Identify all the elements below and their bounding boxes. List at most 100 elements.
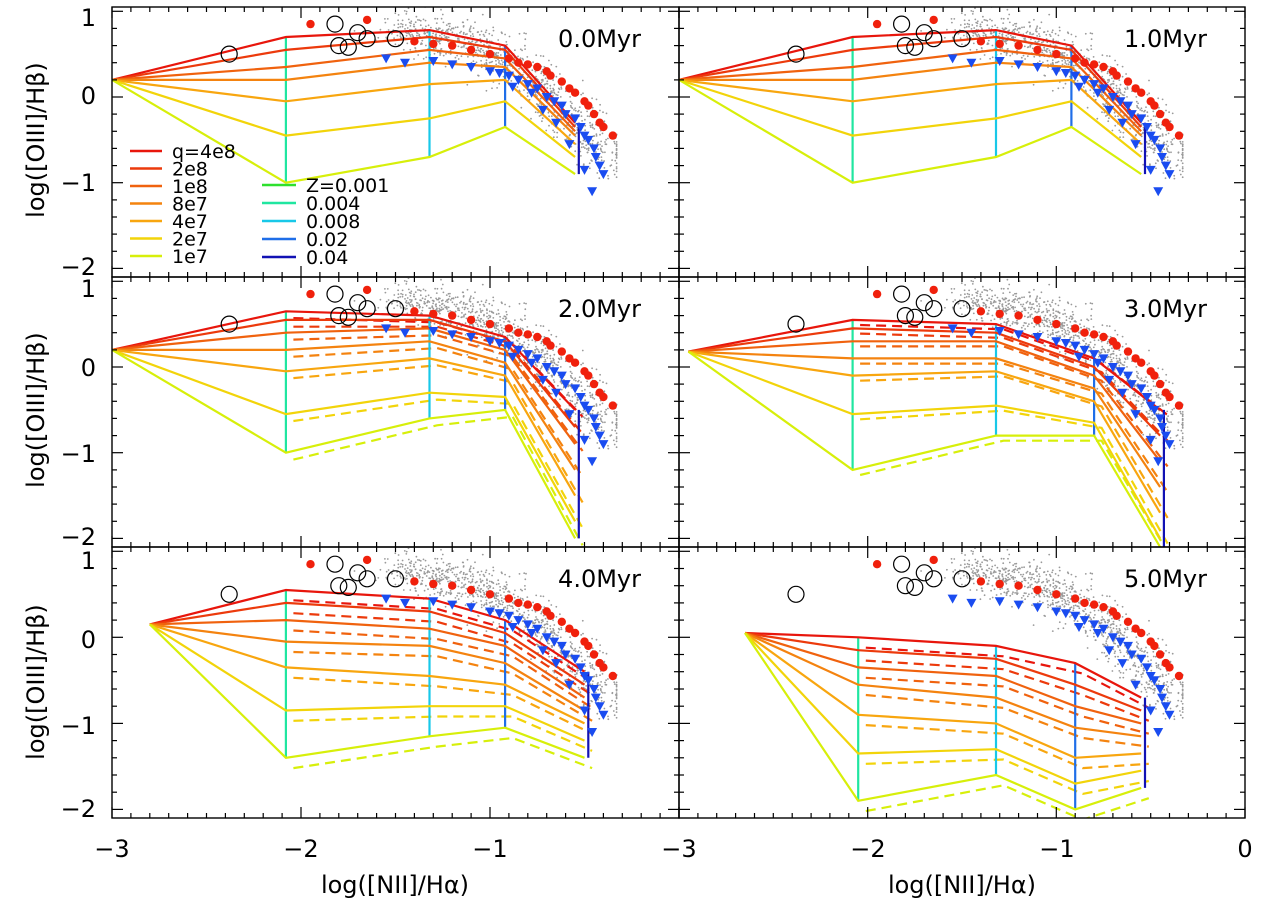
cloud-point <box>1181 162 1184 165</box>
cloud-point <box>602 381 604 384</box>
red-dot <box>976 37 986 46</box>
cloud-point <box>1148 79 1150 82</box>
cloud-point <box>1052 308 1055 311</box>
cloud-point <box>1155 124 1158 127</box>
cloud-point <box>518 573 521 575</box>
cloud-point <box>543 353 546 356</box>
cloud-point <box>437 298 440 301</box>
cloud-point <box>488 584 490 587</box>
cloud-point <box>1109 66 1112 68</box>
cloud-point <box>557 87 560 90</box>
cloud-point <box>478 50 481 52</box>
cloud-point <box>559 380 562 383</box>
cloud-point <box>998 307 1001 310</box>
cloud-point <box>1141 379 1143 382</box>
cloud-point <box>552 406 555 409</box>
open-circle <box>330 36 348 55</box>
blue-triangle <box>1141 393 1152 402</box>
cloud-point <box>421 306 424 309</box>
cloud-point <box>1127 388 1129 391</box>
cloud-point <box>1074 305 1077 308</box>
cloud-point <box>397 566 400 569</box>
cloud-point <box>1016 29 1019 31</box>
cloud-point <box>611 159 613 162</box>
cloud-point <box>1042 310 1045 313</box>
cloud-point <box>406 42 409 45</box>
cloud-point <box>1173 447 1176 450</box>
cloud-point <box>544 77 547 80</box>
cloud-point <box>615 141 618 143</box>
red-dot <box>410 37 419 46</box>
cloud-point <box>1037 40 1040 42</box>
cloud-point <box>405 553 408 555</box>
cloud-point <box>963 296 966 299</box>
cloud-point <box>426 301 429 304</box>
cloud-point <box>463 45 465 48</box>
cloud-point <box>534 340 537 343</box>
blue-triangle <box>589 144 599 154</box>
cloud-point <box>500 571 503 574</box>
cloud-point <box>1126 366 1128 368</box>
cloud-point <box>503 315 506 318</box>
cloud-point <box>411 303 413 306</box>
red-dot <box>589 379 599 389</box>
cloud-point <box>492 317 495 319</box>
cloud-point <box>615 440 618 443</box>
cloud-point <box>571 372 573 375</box>
cloud-point <box>1169 167 1172 169</box>
cloud-point <box>592 409 594 412</box>
cloud-point <box>435 308 438 311</box>
cloud-point <box>1114 329 1116 332</box>
cloud-point <box>416 302 419 305</box>
cloud-point <box>550 392 553 395</box>
cloud-point <box>974 288 977 291</box>
cloud-point <box>1006 278 1009 281</box>
cloud-point <box>1023 315 1026 318</box>
cloud-point <box>979 293 982 296</box>
cloud-point <box>397 563 400 566</box>
cloud-point <box>1166 159 1169 162</box>
cloud-point <box>435 35 437 38</box>
cloud-point <box>1005 42 1008 45</box>
cloud-point <box>1166 140 1169 143</box>
cloud-point <box>1014 36 1016 39</box>
cloud-point <box>1023 26 1025 29</box>
cloud-point <box>1181 147 1184 150</box>
cloud-point <box>404 301 407 304</box>
cloud-point <box>960 282 963 285</box>
cloud-point <box>991 56 994 59</box>
cloud-point <box>1071 41 1074 43</box>
cloud-point <box>1041 311 1043 314</box>
cloud-point <box>972 32 975 35</box>
cloud-point <box>1101 54 1104 57</box>
cloud-point <box>974 7 976 10</box>
cloud-point <box>414 568 417 571</box>
cloud-point <box>535 348 538 350</box>
cloud-point <box>432 299 435 302</box>
cloud-point <box>521 327 524 330</box>
cloud-point <box>527 609 530 612</box>
cloud-point <box>468 580 470 583</box>
cloud-point <box>584 394 587 397</box>
cloud-point <box>994 301 997 303</box>
cloud-point <box>596 712 599 715</box>
cloud-point <box>397 284 400 286</box>
cloud-point <box>1029 33 1031 35</box>
cloud-point <box>1181 145 1184 148</box>
cloud-point <box>1132 393 1135 396</box>
cloud-point <box>968 295 970 298</box>
cloud-point <box>600 696 603 699</box>
cloud-point <box>591 683 594 686</box>
panel-3: 3.0Myr <box>678 276 1246 548</box>
cloud-point <box>1122 136 1125 139</box>
cloud-point <box>569 133 571 136</box>
blue-triangle <box>1130 140 1141 150</box>
cloud-point <box>981 21 983 24</box>
cloud-point <box>1064 332 1067 334</box>
cloud-point <box>447 28 450 30</box>
red-dot <box>570 88 580 97</box>
cloud-point <box>591 396 594 399</box>
panel-2: 2.0Myr <box>111 276 680 548</box>
cloud-point <box>507 320 510 322</box>
cloud-point <box>384 18 386 20</box>
